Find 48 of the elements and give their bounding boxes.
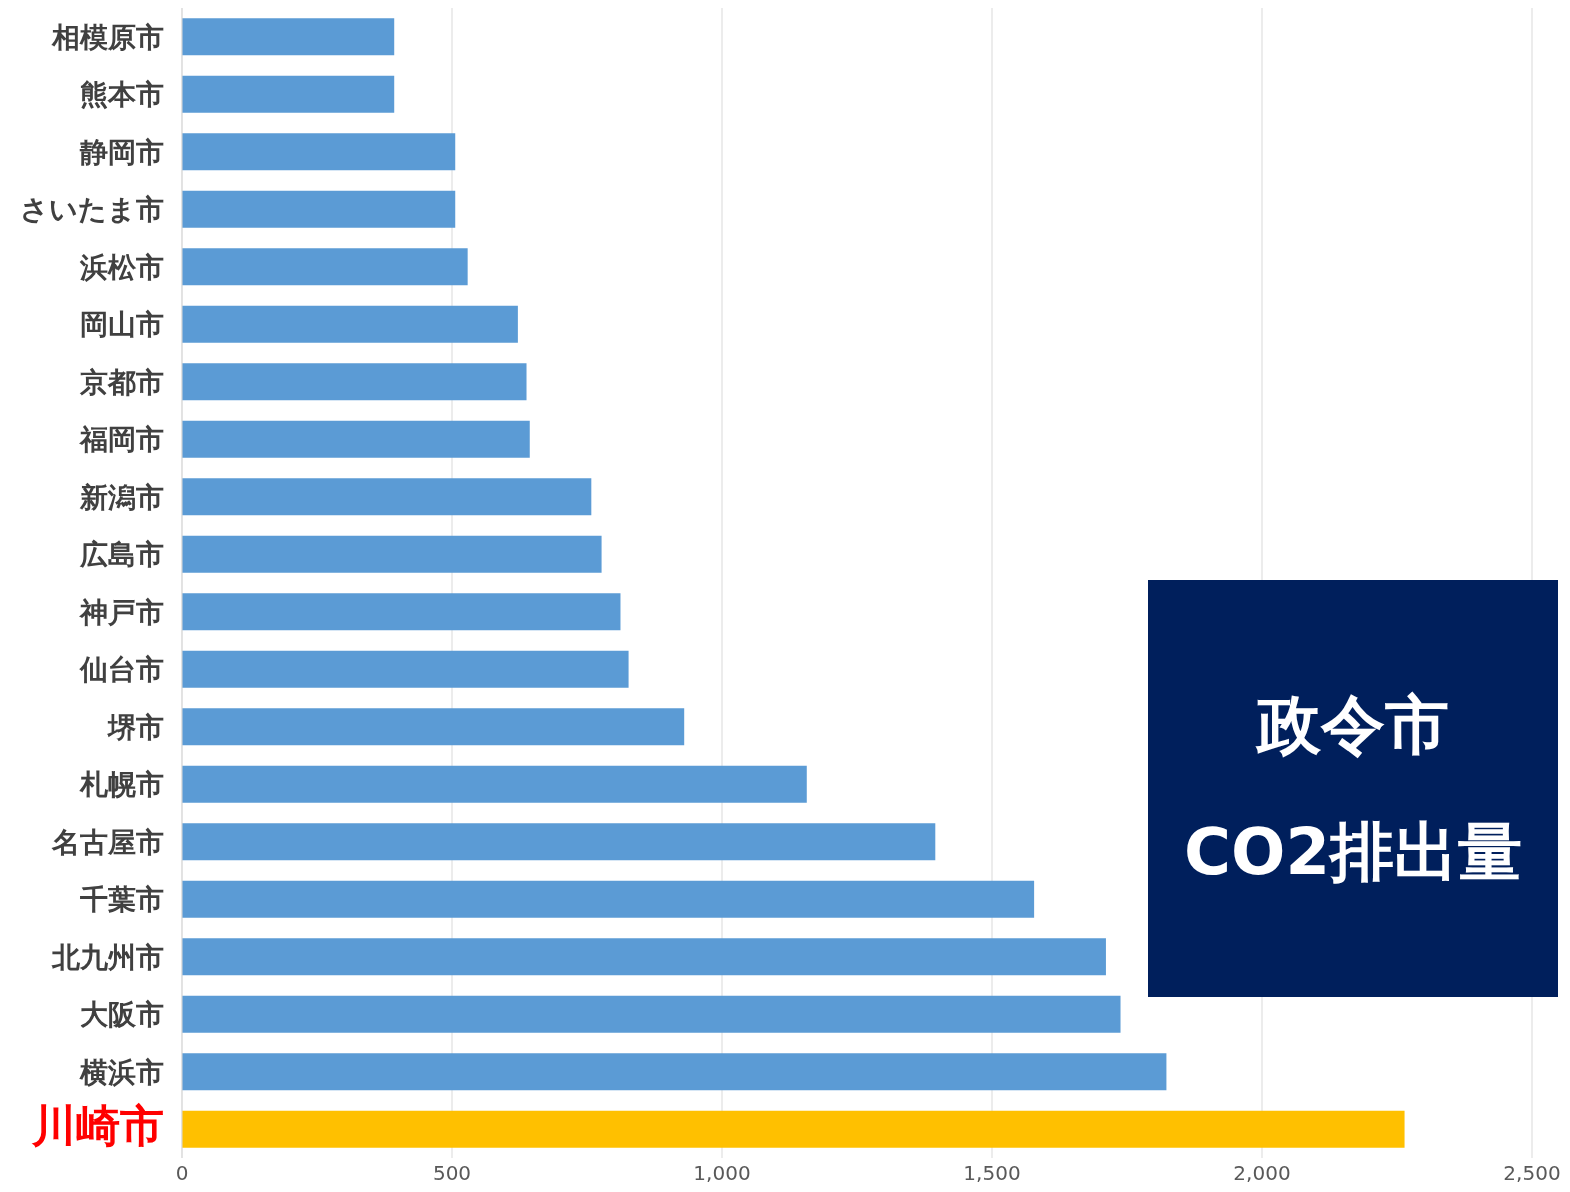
bar	[182, 938, 1106, 976]
y-tick-label: 神戸市	[78, 595, 164, 629]
x-tick-label: 2,000	[1233, 1161, 1291, 1186]
bar	[182, 535, 602, 573]
y-tick-label: 千葉市	[79, 883, 164, 917]
bar	[182, 650, 629, 688]
y-tick-label: 静岡市	[79, 135, 164, 169]
y-tick-label: 北九州市	[51, 940, 164, 974]
y-tick-label: 岡山市	[80, 308, 164, 342]
x-tick-label: 2,500	[1503, 1161, 1561, 1186]
y-tick-label: 仙台市	[79, 653, 164, 687]
bar	[182, 190, 456, 228]
y-tick-label: 札幌市	[79, 768, 164, 802]
bar	[182, 18, 395, 56]
x-tick-label: 1,000	[693, 1161, 751, 1186]
bar	[182, 708, 685, 746]
bar	[182, 305, 518, 343]
bar	[182, 765, 807, 803]
y-tick-label: 相模原市	[51, 20, 164, 54]
y-tick-label: 京都市	[79, 365, 164, 399]
x-tick-label: 500	[432, 1161, 472, 1186]
annotation: CO2排出量	[1184, 813, 1522, 891]
annotation: 政令市	[1257, 686, 1449, 764]
y-tick-label: 熊本市	[80, 78, 164, 112]
bar	[182, 995, 1121, 1033]
y-tick-label: 新潟市	[79, 480, 164, 514]
y-tick-label: さいたま市	[20, 193, 164, 227]
bar	[182, 1110, 1405, 1148]
bar	[182, 1053, 1167, 1091]
y-tick-label: 福岡市	[78, 423, 164, 457]
y-tick-label: 横浜市	[79, 1055, 164, 1089]
y-tick-label: 大阪市	[80, 998, 164, 1032]
bar	[182, 248, 468, 286]
bar	[182, 593, 621, 631]
bar	[182, 75, 395, 113]
bar	[182, 478, 592, 516]
y-tick-label: 名古屋市	[51, 825, 164, 859]
bar	[182, 420, 530, 458]
x-tick-label: 0	[175, 1161, 189, 1186]
bar	[182, 363, 527, 401]
y-tick-label: 浜松市	[79, 250, 164, 284]
bar	[182, 823, 936, 861]
bar	[182, 133, 456, 171]
bar	[182, 880, 1035, 918]
x-tick-label: 1,500	[963, 1161, 1021, 1186]
y-tick-label: 堺市	[107, 710, 164, 744]
y-tick-label: 広島市	[79, 538, 164, 572]
y-tick-label: 川崎市	[31, 1100, 164, 1152]
